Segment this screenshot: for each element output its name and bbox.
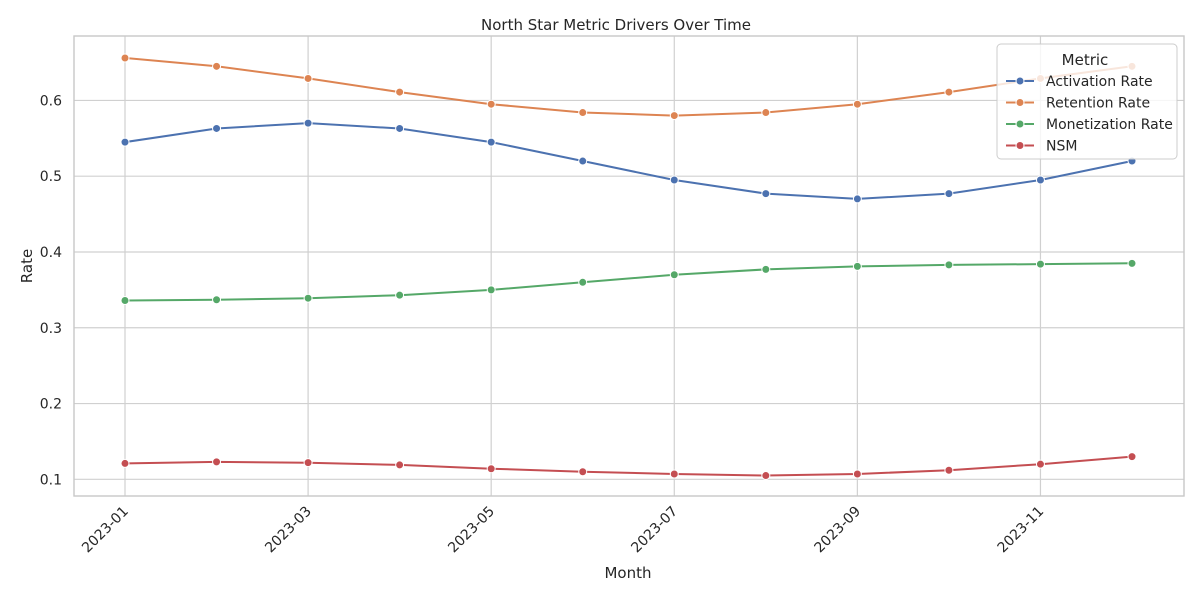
data-point	[669, 175, 679, 185]
data-point	[303, 458, 313, 468]
data-point	[761, 471, 771, 481]
legend-marker	[1015, 98, 1025, 107]
series-retention-rate	[120, 53, 1137, 121]
data-point	[395, 460, 405, 470]
data-point	[1035, 259, 1045, 269]
series-activation-rate	[120, 118, 1137, 204]
data-point	[303, 293, 313, 303]
data-point	[944, 260, 954, 270]
data-point	[761, 189, 771, 199]
series-monetization-rate	[120, 258, 1137, 305]
data-point	[120, 458, 130, 468]
legend-marker	[1015, 141, 1025, 150]
x-axis-ticks: 2023-01 2023-03 2023-05 2023-07 2023-09 2023-…	[79, 504, 1047, 557]
x-tick-label: 2023-07	[628, 504, 681, 557]
data-point	[486, 137, 496, 147]
x-axis-label: Month	[604, 564, 651, 582]
series-nsm	[120, 452, 1137, 481]
data-point	[120, 137, 130, 147]
x-tick-label: 2023-05	[445, 504, 498, 557]
legend-title: Metric	[1062, 51, 1109, 69]
legend-label: Retention Rate	[1046, 96, 1150, 112]
data-point	[486, 285, 496, 295]
data-point	[852, 194, 862, 204]
data-point	[395, 123, 405, 133]
data-point	[1127, 258, 1137, 268]
data-point	[852, 99, 862, 109]
data-point	[669, 111, 679, 121]
x-tick-label: 2023-01	[79, 504, 132, 557]
y-tick-label: 0.4	[40, 245, 62, 261]
data-point	[486, 99, 496, 109]
data-point	[761, 108, 771, 118]
y-tick-label: 0.2	[40, 397, 62, 413]
y-tick-label: 0.1	[40, 472, 62, 488]
legend: Metric Activation Rate Retention Rate Mone…	[996, 43, 1178, 160]
series-layer	[120, 53, 1137, 481]
x-tick-label: 2023-03	[262, 504, 315, 557]
data-point	[1035, 175, 1045, 185]
data-point	[303, 118, 313, 128]
data-point	[578, 277, 588, 287]
x-tick-label: 2023-09	[812, 504, 865, 557]
data-point	[852, 469, 862, 479]
chart-title: North Star Metric Drivers Over Time	[481, 16, 751, 34]
legend-items: Activation Rate Retention Rate Monetizatio…	[1006, 74, 1173, 155]
data-point	[212, 61, 222, 71]
data-point	[395, 290, 405, 300]
y-axis-label: Rate	[18, 249, 36, 283]
data-point	[944, 87, 954, 97]
legend-label: Activation Rate	[1046, 74, 1153, 90]
x-tick-label: 2023-11	[995, 504, 1048, 557]
legend-item: Activation Rate	[1006, 74, 1153, 90]
plot-frame	[73, 35, 1185, 497]
data-point	[578, 108, 588, 118]
legend-label: Monetization Rate	[1046, 117, 1173, 133]
data-point	[212, 295, 222, 305]
data-point	[486, 464, 496, 474]
data-point	[852, 261, 862, 271]
data-point	[944, 465, 954, 475]
data-point	[1035, 459, 1045, 469]
data-point	[120, 295, 130, 305]
y-axis-ticks: 0.1 0.2 0.3 0.4 0.5 0.6	[40, 93, 62, 488]
y-tick-label: 0.6	[40, 93, 62, 109]
legend-marker	[1015, 119, 1025, 129]
series-line	[124, 57, 1133, 117]
series-line	[124, 262, 1133, 302]
series-line	[124, 455, 1133, 477]
data-point	[395, 87, 405, 97]
legend-item: Retention Rate	[1006, 96, 1150, 112]
data-point	[761, 264, 771, 274]
legend-item: NSM	[1006, 139, 1077, 155]
data-point	[669, 270, 679, 280]
y-tick-label: 0.3	[40, 321, 62, 337]
series-line	[124, 122, 1133, 200]
data-point	[944, 189, 954, 199]
legend-box	[996, 43, 1178, 160]
legend-marker	[1015, 76, 1025, 86]
data-point	[212, 457, 222, 467]
data-point	[578, 156, 588, 166]
data-point	[212, 123, 222, 133]
legend-item: Monetization Rate	[1006, 117, 1173, 133]
legend-label: NSM	[1046, 139, 1077, 155]
y-tick-label: 0.5	[40, 169, 62, 185]
data-point	[1127, 452, 1137, 462]
data-point	[669, 469, 679, 479]
data-point	[578, 467, 588, 477]
data-point	[120, 53, 130, 63]
data-point	[303, 73, 313, 83]
